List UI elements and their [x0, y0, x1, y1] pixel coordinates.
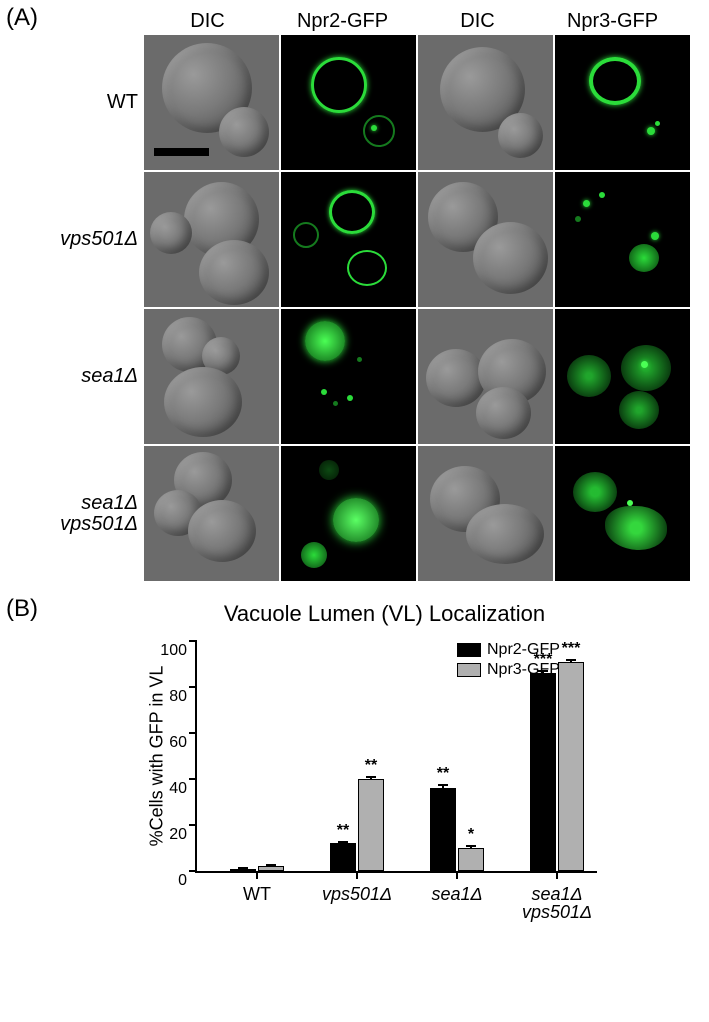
x-tick-label: vps501Δ — [322, 885, 392, 903]
cell-wt-npr3 — [555, 35, 690, 170]
error-cap — [438, 784, 448, 786]
cell-sea1-npr2 — [281, 309, 416, 444]
error-cap — [566, 659, 576, 661]
x-tick-label: sea1Δ — [431, 885, 482, 903]
panel-a-label: (A) — [6, 4, 38, 32]
bar — [458, 848, 484, 871]
panel-b-label: (B) — [6, 595, 38, 623]
x-tick — [456, 871, 458, 879]
panel-b: (B) Vacuole Lumen (VL) Localization %Cel… — [0, 601, 709, 921]
row-label-vps501: vps501Δ — [30, 229, 144, 250]
y-tick — [189, 824, 197, 826]
cell-sea1-dic-1 — [144, 309, 279, 444]
error-cap — [466, 845, 476, 847]
cell-wt-dic-1 — [144, 35, 279, 170]
bar-chart: %Cells with GFP in VL Npr2-GFP Npr3-GFP … — [195, 641, 597, 873]
significance-marker: * — [468, 826, 474, 844]
row-label-sea1-vps501: sea1Δ vps501Δ — [30, 493, 144, 535]
cell-sea1-npr3 — [555, 309, 690, 444]
y-tick-label: 0 — [147, 872, 187, 890]
col-header-npr3: Npr3-GFP — [545, 10, 680, 33]
row-sea1: sea1Δ — [30, 309, 709, 444]
error-cap — [266, 864, 276, 866]
bar — [430, 788, 456, 871]
cell-vps501-npr3 — [555, 172, 690, 307]
bar — [558, 662, 584, 871]
col-header-npr2: Npr2-GFP — [275, 10, 410, 33]
y-tick — [189, 870, 197, 872]
bar — [230, 869, 256, 871]
significance-marker: *** — [562, 640, 581, 658]
row-label-wt: WT — [30, 92, 144, 113]
row-vps501: vps501Δ — [30, 172, 709, 307]
error-cap — [366, 776, 376, 778]
cell-vps501-dic-2 — [418, 172, 553, 307]
x-tick-label: WT — [243, 885, 271, 903]
col-header-dic-1: DIC — [140, 10, 275, 33]
row-sea1-vps501: sea1Δ vps501Δ — [30, 446, 709, 581]
y-tick — [189, 640, 197, 642]
figure: (A) DIC Npr2-GFP DIC Npr3-GFP WT — [0, 0, 709, 921]
x-tick — [556, 871, 558, 879]
legend-swatch-npr2 — [457, 643, 481, 657]
row-label-sea1: sea1Δ — [30, 366, 144, 387]
cell-sea1-dic-2 — [418, 309, 553, 444]
y-tick-label: 60 — [147, 734, 187, 752]
bar — [258, 866, 284, 871]
legend-swatch-npr3 — [457, 663, 481, 677]
cell-vps501-npr2 — [281, 172, 416, 307]
cell-double-npr2 — [281, 446, 416, 581]
row-wt: WT — [30, 35, 709, 170]
chart-area: %Cells with GFP in VL Npr2-GFP Npr3-GFP … — [140, 631, 620, 911]
y-tick-label: 80 — [147, 688, 187, 706]
bar — [358, 779, 384, 871]
significance-marker: ** — [337, 822, 349, 840]
significance-marker: ** — [365, 757, 377, 775]
error-cap — [338, 841, 348, 843]
bar — [530, 673, 556, 871]
x-tick — [356, 871, 358, 879]
y-tick — [189, 686, 197, 688]
x-tick-label: sea1Δ vps501Δ — [522, 885, 592, 921]
cell-wt-npr2 — [281, 35, 416, 170]
microscopy-grid: WT — [30, 35, 709, 581]
col-header-dic-2: DIC — [410, 10, 545, 33]
y-tick-label: 40 — [147, 780, 187, 798]
y-tick-label: 20 — [147, 826, 187, 844]
scale-bar — [154, 148, 209, 156]
cell-double-npr3 — [555, 446, 690, 581]
cell-wt-dic-2 — [418, 35, 553, 170]
panel-a: (A) DIC Npr2-GFP DIC Npr3-GFP WT — [0, 0, 709, 581]
significance-marker: ** — [437, 765, 449, 783]
chart-title: Vacuole Lumen (VL) Localization — [60, 601, 709, 627]
cell-double-dic-1 — [144, 446, 279, 581]
error-cap — [538, 670, 548, 672]
error-cap — [238, 867, 248, 869]
cell-double-dic-2 — [418, 446, 553, 581]
y-tick — [189, 778, 197, 780]
y-tick-label: 100 — [147, 642, 187, 660]
x-tick — [256, 871, 258, 879]
panel-a-column-headers: DIC Npr2-GFP DIC Npr3-GFP — [140, 10, 709, 33]
bar — [330, 843, 356, 871]
y-tick — [189, 732, 197, 734]
cell-vps501-dic-1 — [144, 172, 279, 307]
significance-marker: *** — [534, 651, 553, 669]
